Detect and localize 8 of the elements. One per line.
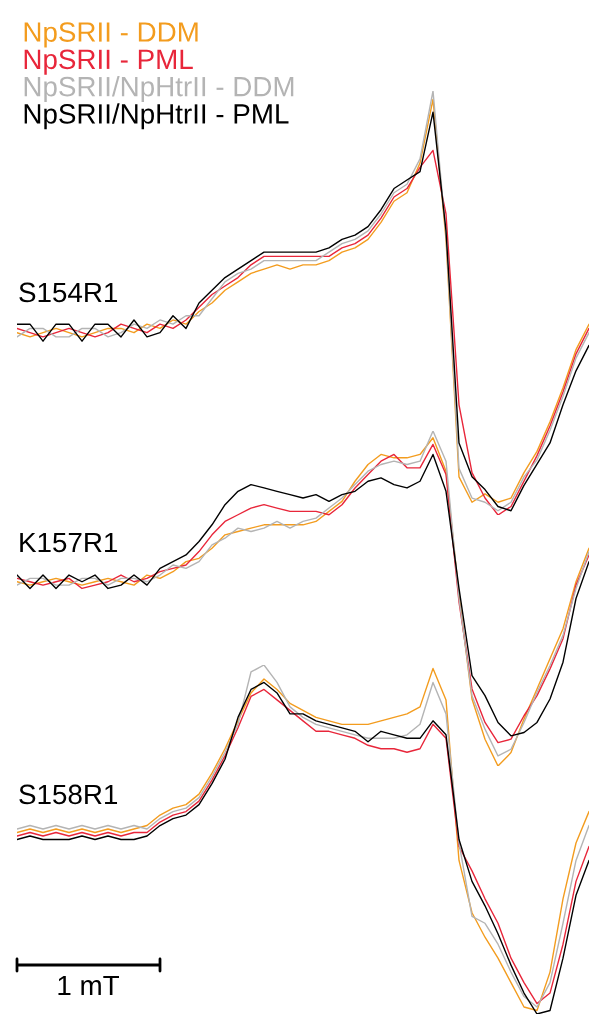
- annotation: 1 mT: [58, 975, 119, 995]
- annotation: S158R1: [19, 784, 118, 805]
- text: NpSRII - PML: [24, 49, 193, 75]
- annotation: S154R1: [19, 282, 118, 303]
- text: NpSRII/NpHtrII - PML: [24, 103, 289, 130]
- text: NpSRII - DDM: [24, 22, 198, 48]
- text: NpSRII/NpHtrII - DDM: [24, 76, 294, 102]
- annotation: K157R1: [20, 532, 118, 553]
